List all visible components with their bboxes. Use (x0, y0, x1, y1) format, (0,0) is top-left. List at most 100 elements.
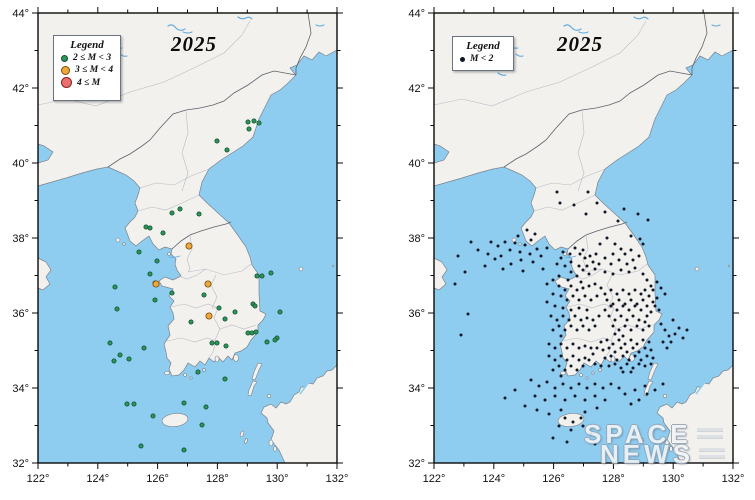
earthquake-magnitude-lt2 (593, 267, 597, 271)
earthquake-magnitude-lt2 (598, 242, 602, 246)
earthquake-magnitude-lt2 (586, 190, 590, 194)
orange-dot-icon (61, 65, 70, 75)
earthquake-magnitude-lt2 (513, 388, 517, 392)
earthquake-magnitude-lt2 (563, 398, 567, 402)
earthquake-magnitude-lt2 (553, 304, 557, 308)
earthquake-magnitude-lt2 (591, 260, 595, 264)
earthquake-magnitude-lt2 (635, 324, 639, 328)
earthquake-magnitude-lt2 (631, 366, 635, 370)
earthquake-magnitude-2-3 (147, 271, 153, 277)
earthquake-magnitude-lt2 (597, 314, 601, 318)
earthquake-magnitude-lt2 (577, 306, 581, 310)
earthquake-magnitude-lt2 (661, 340, 665, 344)
lon-tick-label: 126° (146, 473, 169, 485)
earthquake-magnitude-lt2 (633, 388, 637, 392)
earthquake-magnitude-lt2 (661, 382, 665, 386)
earthquake-magnitude-lt2 (629, 328, 633, 332)
earthquake-magnitude-lt2 (641, 298, 645, 302)
earthquake-magnitude-lt2 (508, 248, 512, 252)
earthquake-magnitude-lt2 (545, 246, 549, 250)
earthquake-magnitude-lt2 (569, 386, 573, 390)
earthquake-magnitude-2-3 (107, 340, 113, 346)
lat-tick-label: 40° (12, 158, 29, 170)
earthquake-magnitude-2-3 (181, 447, 187, 453)
earthquake-magnitude-lt2 (563, 368, 567, 372)
earthquake-magnitude-lt2 (635, 342, 639, 346)
earthquake-magnitude-lt2 (588, 254, 592, 258)
earthquake-magnitude-lt2 (633, 354, 637, 358)
map-frame (433, 12, 734, 464)
earthquake-magnitude-lt2 (671, 318, 675, 322)
earthquake-magnitude-2-3 (272, 337, 278, 343)
earthquake-magnitude-lt2 (581, 324, 585, 328)
lon-tick-label: 126° (542, 473, 565, 485)
earthquake-magnitude-lt2 (651, 300, 655, 304)
earthquake-magnitude-lt2 (613, 242, 617, 246)
earthquake-magnitude-lt2 (611, 342, 615, 346)
earthquake-magnitude-lt2 (571, 294, 575, 298)
earthquake-magnitude-2-3 (150, 413, 156, 419)
earthquake-magnitude-2-3 (254, 273, 260, 279)
lat-tick-label: 42° (408, 83, 425, 95)
earthquake-magnitude-lt2 (579, 280, 583, 284)
earthquake-magnitude-lt2 (685, 328, 689, 332)
earthquake-magnitude-lt2 (605, 236, 609, 240)
earthquake-magnitude-lt2 (615, 358, 619, 362)
earthquake-magnitude-lt2 (611, 272, 615, 276)
earthquake-magnitude-lt2 (617, 258, 621, 262)
earthquake-magnitude-lt2 (599, 286, 603, 290)
earthquake-magnitude-lt2 (645, 392, 649, 396)
earthquake-magnitude-lt2 (621, 354, 625, 358)
earthquake-magnitude-lt2 (659, 322, 663, 326)
earthquake-magnitude-lt2 (605, 298, 609, 302)
earthquake-magnitude-lt2 (547, 342, 551, 346)
lon-tick-label: 128° (206, 473, 229, 485)
earthquake-magnitude-lt2 (627, 270, 631, 274)
earthquake-magnitude-lt2 (561, 250, 565, 254)
earthquake-magnitude-lt2 (631, 346, 635, 350)
earthquake-magnitude-lt2 (611, 252, 615, 256)
space-news-watermark: SPACE NEWS (584, 421, 725, 467)
earthquake-magnitude-lt2 (599, 340, 603, 344)
earthquake-magnitude-lt2 (573, 394, 577, 398)
earthquake-magnitude-lt2 (581, 268, 585, 272)
earthquake-magnitude-lt2 (577, 346, 581, 350)
earthquake-magnitude-lt2 (609, 262, 613, 266)
earthquake-magnitude-lt2 (615, 308, 619, 312)
earthquake-magnitude-lt2 (643, 320, 647, 324)
earthquake-magnitude-lt2 (533, 394, 537, 398)
earthquake-magnitude-lt2 (572, 203, 576, 207)
earthquake-magnitude-lt2 (551, 278, 555, 282)
legend-item-label: M < 2 (470, 54, 494, 64)
earthquake-magnitude-lt2 (569, 284, 573, 288)
earthquake-magnitude-lt2 (637, 362, 641, 366)
earthquake-magnitude-lt2 (559, 256, 563, 260)
earthquake-magnitude-lt2 (535, 408, 539, 412)
map-panel-m2plus: 122° 124° 126° 128° 130° 132° 44° 42° 40° 38° 36° 3… (12, 7, 348, 485)
earthquake-magnitude-lt2 (587, 284, 591, 288)
earthquake-magnitude-lt2 (603, 256, 607, 260)
earthquake-magnitude-lt2 (609, 354, 613, 358)
earthquake-magnitude-lt2 (545, 380, 549, 384)
earthquake-magnitude-lt2 (667, 334, 671, 338)
earthquake-magnitude-2-3 (114, 306, 120, 312)
earthquake-magnitude-lt2 (643, 384, 647, 388)
earthquake-magnitude-lt2 (645, 278, 649, 282)
lon-tick-label: 128° (602, 473, 625, 485)
earthquake-magnitude-lt2 (617, 298, 621, 302)
earthquake-magnitude-lt2 (677, 326, 681, 330)
earthquake-magnitude-2-3 (169, 210, 175, 216)
earthquake-magnitude-2-3 (196, 211, 202, 217)
earthquake-magnitude-2-3 (111, 358, 117, 364)
earthquake-magnitude-lt2 (551, 328, 555, 332)
earthquake-magnitude-2-3 (214, 340, 220, 346)
lon-tick-label: 132° (326, 473, 349, 485)
watermark-bars-icon (696, 427, 723, 441)
earthquake-magnitude-lt2 (623, 392, 627, 396)
earthquake-magnitude-lt2 (547, 354, 551, 358)
earthquake-magnitude-2-3 (232, 309, 238, 315)
earthquake-magnitude-lt2 (565, 358, 569, 362)
earthquake-magnitude-2-3 (112, 284, 118, 290)
earthquake-magnitude-lt2 (533, 232, 537, 236)
earthquake-magnitude-lt2 (657, 308, 661, 312)
